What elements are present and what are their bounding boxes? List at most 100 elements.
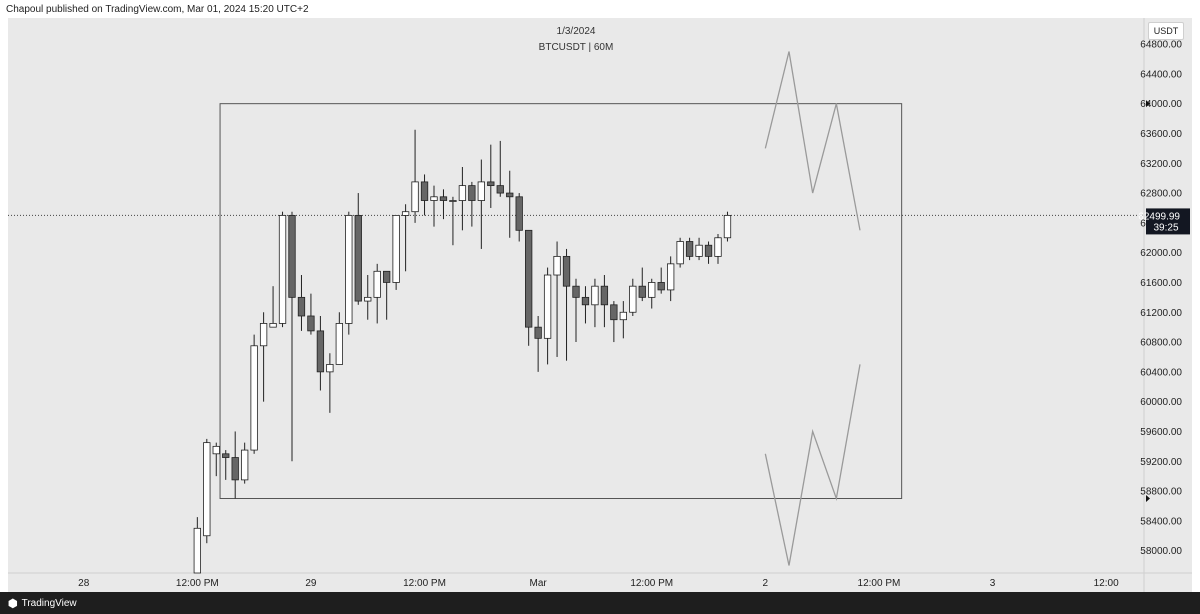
x-tick-label: 12:00 PM xyxy=(858,578,901,589)
x-tick-label: 29 xyxy=(305,578,317,589)
x-tick-label: 3 xyxy=(990,578,996,589)
candle-body xyxy=(392,215,400,283)
candle-body xyxy=(600,285,609,306)
y-tick-label: 64400.00 xyxy=(1140,69,1182,80)
candle-body xyxy=(487,181,495,187)
candle-body xyxy=(364,296,372,302)
y-tick-label: 59200.00 xyxy=(1140,457,1182,468)
candle-body xyxy=(562,255,571,287)
candle-body xyxy=(572,285,580,298)
x-tick-label: 12:00 PM xyxy=(403,578,446,589)
candle-body xyxy=(591,285,599,306)
x-tick-label: 12:00 xyxy=(1094,578,1119,589)
candle-body xyxy=(297,296,306,317)
candle-body xyxy=(288,215,296,298)
candle-body xyxy=(231,457,239,481)
candle-body xyxy=(458,185,467,201)
x-tick-label: 2 xyxy=(763,578,769,589)
candle-body xyxy=(335,323,343,365)
candle-body xyxy=(411,181,419,213)
candle-body xyxy=(250,345,258,451)
candle-body xyxy=(714,237,722,257)
y-tick-label: 64000.00 xyxy=(1140,99,1182,110)
candle-body xyxy=(354,215,362,302)
y-tick-label: 60000.00 xyxy=(1140,397,1182,408)
candle-body xyxy=(619,311,627,321)
candle-body xyxy=(676,241,684,265)
current-price-label xyxy=(1146,208,1190,235)
y-tick-label: 64800.00 xyxy=(1140,40,1182,51)
candle-body xyxy=(401,211,410,216)
footer-brand[interactable]: TradingView xyxy=(21,597,77,609)
currency-badge[interactable]: USDT xyxy=(1148,22,1184,40)
candle-body xyxy=(212,445,220,455)
y-tick-label: 62000.00 xyxy=(1140,248,1182,259)
candle-body xyxy=(477,181,485,201)
chart-symbol[interactable]: BTCUSDT | 60M xyxy=(538,42,614,53)
candle-body xyxy=(581,296,590,306)
current-price-value: 62499.99 xyxy=(1138,211,1180,222)
candle-body xyxy=(259,323,268,347)
y-tick-label: 62800.00 xyxy=(1140,189,1182,200)
x-tick-label: 12:00 PM xyxy=(176,578,219,589)
candle-body xyxy=(629,285,637,313)
x-tick-label: Mar xyxy=(530,578,548,589)
candle-body xyxy=(534,326,542,339)
publisher-line: Chapoul published on TradingView.com, Ma… xyxy=(0,0,1200,18)
projection-lower-path xyxy=(764,364,861,566)
candle-body xyxy=(638,285,646,298)
candle-body xyxy=(420,181,429,201)
price-countdown: 39:25 xyxy=(1153,222,1178,233)
y-tick-label: 60800.00 xyxy=(1140,338,1182,349)
x-tick-label: 12:00 PM xyxy=(630,578,673,589)
candle-body xyxy=(241,449,249,481)
y-tick-label: 58800.00 xyxy=(1140,487,1182,498)
candle-body xyxy=(468,185,476,201)
candle-body xyxy=(383,270,391,283)
range-box xyxy=(219,103,903,500)
candle-body xyxy=(685,241,694,257)
candle-body xyxy=(373,270,381,298)
candle-body xyxy=(515,196,523,231)
box-level-marker-icon xyxy=(1146,495,1150,503)
candle-body xyxy=(695,244,703,257)
y-tick-label: 58400.00 xyxy=(1140,516,1182,527)
footer-bar: ⬢ TradingView xyxy=(0,592,1200,614)
candle-body xyxy=(326,364,334,373)
chart-date: 1/3/2024 xyxy=(556,26,596,37)
candle-body xyxy=(496,185,504,194)
candle-body xyxy=(222,453,230,458)
candle-body xyxy=(723,215,732,239)
y-tick-label: 60400.00 xyxy=(1140,367,1182,378)
candle-body xyxy=(430,196,438,201)
box-level-marker-icon xyxy=(1146,100,1150,108)
y-tick-label: 59600.00 xyxy=(1140,427,1182,438)
candle-body xyxy=(506,192,514,198)
candle-body xyxy=(269,323,277,328)
y-tick-label: 63600.00 xyxy=(1140,129,1182,140)
candle-body xyxy=(657,282,665,291)
candle-body xyxy=(193,527,201,574)
candle-body xyxy=(610,304,618,321)
candle-body xyxy=(345,215,353,324)
y-tick-label: 61200.00 xyxy=(1140,308,1182,319)
candle-body xyxy=(648,282,656,298)
candle-body xyxy=(439,196,448,201)
y-tick-label: 61600.00 xyxy=(1140,278,1182,289)
projection-upper-path xyxy=(764,51,861,231)
candle-body xyxy=(316,330,325,373)
candlestick-chart[interactable]: 64800.00 64400.00 64000.00 63600.00 63200.00… xyxy=(8,18,1192,592)
x-tick-label: 28 xyxy=(78,578,90,589)
y-tick-label: 58000.00 xyxy=(1140,546,1182,557)
candle-body xyxy=(525,229,533,328)
chart-area[interactable]: 64800.00 64400.00 64000.00 63600.00 63200.00… xyxy=(8,18,1192,592)
candle-body xyxy=(203,442,211,537)
tradingview-logo-icon[interactable]: ⬢ xyxy=(8,597,18,610)
candle-body xyxy=(667,263,675,291)
candle-body xyxy=(553,255,561,276)
candle-body xyxy=(543,274,552,339)
candle-body xyxy=(307,315,315,332)
candle-body xyxy=(704,244,713,257)
y-tick-label: 63200.00 xyxy=(1140,159,1182,170)
candle-body xyxy=(449,200,457,202)
